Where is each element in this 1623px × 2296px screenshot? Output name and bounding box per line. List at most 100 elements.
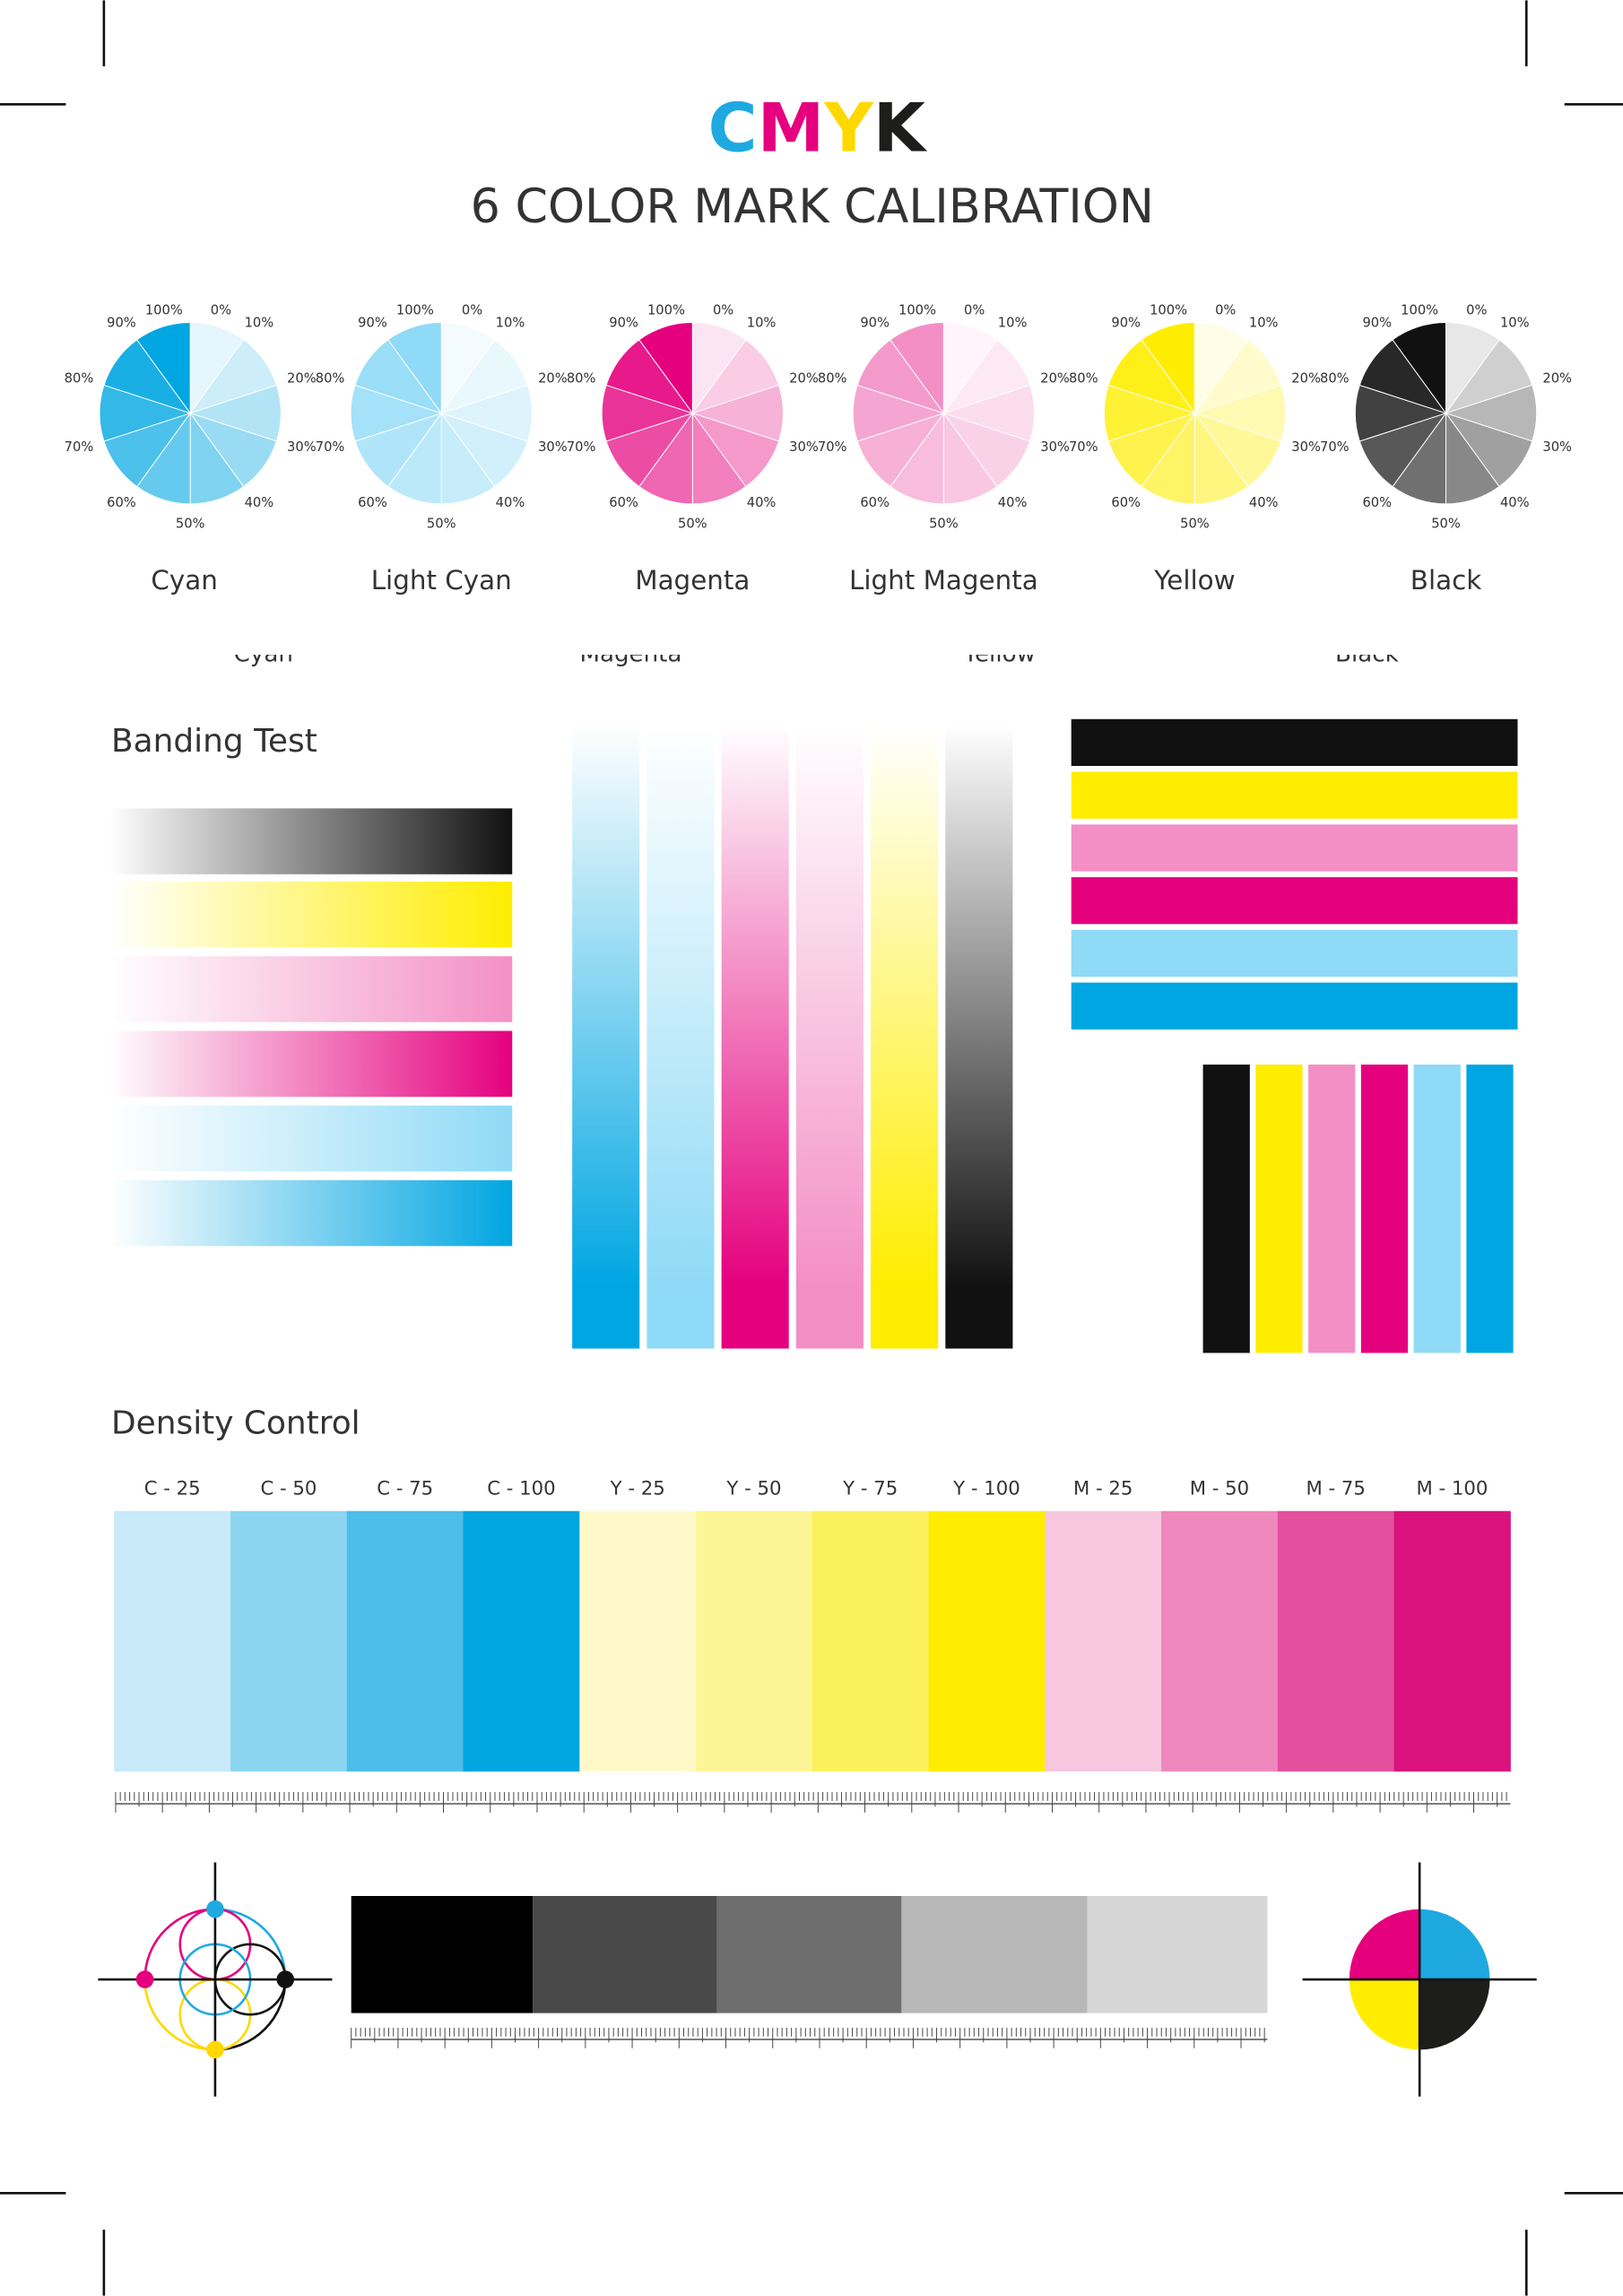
wheel-label: 60% <box>860 495 890 510</box>
color-target <box>1302 1862 1537 2097</box>
wheel-name: Magenta <box>635 565 750 596</box>
title-letter: C <box>708 88 758 167</box>
solid-bar <box>1071 718 1518 767</box>
density-patch <box>346 1510 464 1772</box>
wheel-label: 10% <box>747 315 777 330</box>
wheel-label: 80% <box>1320 370 1350 386</box>
wheel-label: 40% <box>496 495 525 510</box>
wheel-label: 0% <box>462 302 482 317</box>
title: CMYK <box>708 88 928 167</box>
density-label: Y - 50 <box>725 1477 781 1500</box>
wheel-slice <box>136 322 191 415</box>
wheel-label: 70% <box>1320 439 1350 455</box>
wheel-slice <box>1392 322 1447 415</box>
wheel-label: 0% <box>713 302 733 317</box>
solid-bar <box>1071 824 1518 872</box>
wheel-label: 100% <box>145 302 183 317</box>
wheel-label: 20% <box>789 370 819 386</box>
density-label: M - 75 <box>1306 1477 1365 1500</box>
subtitle: 6 COLOR MARK CALIBRATION <box>471 180 1154 234</box>
gradient-column <box>795 725 864 1349</box>
gradient-column <box>721 725 789 1349</box>
density-patch <box>696 1510 813 1772</box>
wheel-name: Cyan <box>151 565 217 596</box>
density-patch <box>812 1510 930 1772</box>
registration-mark <box>98 1862 333 2097</box>
wheel-label: 40% <box>998 495 1028 510</box>
solid-column <box>1202 1064 1250 1353</box>
solid-bar <box>1071 877 1518 925</box>
density-label: Y - 75 <box>842 1477 898 1500</box>
density-label: C - 25 <box>144 1477 201 1500</box>
wheel-label: 70% <box>567 439 596 455</box>
wheel-label: 30% <box>1291 439 1321 455</box>
gradient-bar <box>109 1105 513 1172</box>
wheel-label: 80% <box>65 370 94 386</box>
wheel-label: 50% <box>1180 517 1210 532</box>
wheel-label: 80% <box>316 370 345 386</box>
solid-column <box>1308 1064 1356 1353</box>
wheel-label: 100% <box>647 302 685 317</box>
rulers <box>115 1792 1511 2048</box>
wheel-label: 40% <box>245 495 274 510</box>
wheel-label: 40% <box>1249 495 1279 510</box>
wheel-slice <box>1141 322 1195 415</box>
wheel-label: 30% <box>1040 439 1070 455</box>
wheel-label: 40% <box>747 495 777 510</box>
wheel-label: 10% <box>1500 315 1530 330</box>
wheel-label: 0% <box>211 302 231 317</box>
wheel-label: 10% <box>245 315 274 330</box>
solid-bar <box>1071 929 1518 978</box>
wheel-label: 10% <box>1249 315 1279 330</box>
title-letter: M <box>758 88 825 167</box>
density-patch <box>928 1510 1046 1772</box>
gradient-column <box>871 725 939 1349</box>
cut-labels: Cyan Magenta Yellow Black <box>234 640 1400 668</box>
wheel-label: 100% <box>396 302 434 317</box>
wheel-label: 10% <box>496 315 525 330</box>
gradient-bar <box>109 1179 513 1247</box>
wheel-label: 0% <box>1215 302 1236 317</box>
wheel-label: 70% <box>1069 439 1098 455</box>
cut-label: Cyan <box>234 640 293 667</box>
gradient-bar <box>109 881 513 948</box>
wheel-label: 70% <box>65 439 94 455</box>
density-label: M - 25 <box>1073 1477 1133 1500</box>
density-patch <box>1277 1510 1395 1772</box>
title-letter: Y <box>823 88 874 167</box>
wheel-label: 90% <box>860 315 890 330</box>
density-patch <box>1393 1510 1511 1772</box>
gradient-column <box>647 725 715 1349</box>
wheel-label: 30% <box>1542 439 1572 455</box>
wheel-label: 60% <box>358 495 387 510</box>
gray-scale <box>351 1896 1268 2013</box>
color-wheels: 0% 10% 20% 30% 40% 50% 60% 70% 80% 90% 100% Cyan 0% 1… <box>65 302 1572 595</box>
gradient-bar <box>109 956 513 1022</box>
wheel-label: 50% <box>929 517 959 532</box>
banding-test <box>109 718 1518 1353</box>
wheel-label: 20% <box>287 370 317 386</box>
wheel-label: 50% <box>176 517 205 532</box>
wheel-label: 20% <box>538 370 568 386</box>
wheel-label: 90% <box>1362 315 1392 330</box>
density-patch <box>114 1510 231 1772</box>
density-patch <box>579 1510 697 1772</box>
density-label: Y - 25 <box>610 1477 665 1500</box>
wheel-label: 60% <box>1362 495 1392 510</box>
wheel-label: 100% <box>1150 302 1187 317</box>
wheel-label: 20% <box>1040 370 1070 386</box>
gradient-column <box>572 725 640 1349</box>
cut-label: Magenta <box>579 640 681 667</box>
wheel-label: 90% <box>358 315 387 330</box>
wheel-label: 40% <box>1500 495 1530 510</box>
solid-column <box>1413 1064 1461 1353</box>
wheel-label: 80% <box>818 370 847 386</box>
wheel-label: 60% <box>107 495 136 510</box>
density-patch <box>463 1510 580 1772</box>
wheel-label: 80% <box>567 370 596 386</box>
wheel-label: 50% <box>427 517 456 532</box>
wheel-label: 0% <box>964 302 985 317</box>
wheel-label: 10% <box>998 315 1028 330</box>
gradient-column <box>945 725 1013 1349</box>
